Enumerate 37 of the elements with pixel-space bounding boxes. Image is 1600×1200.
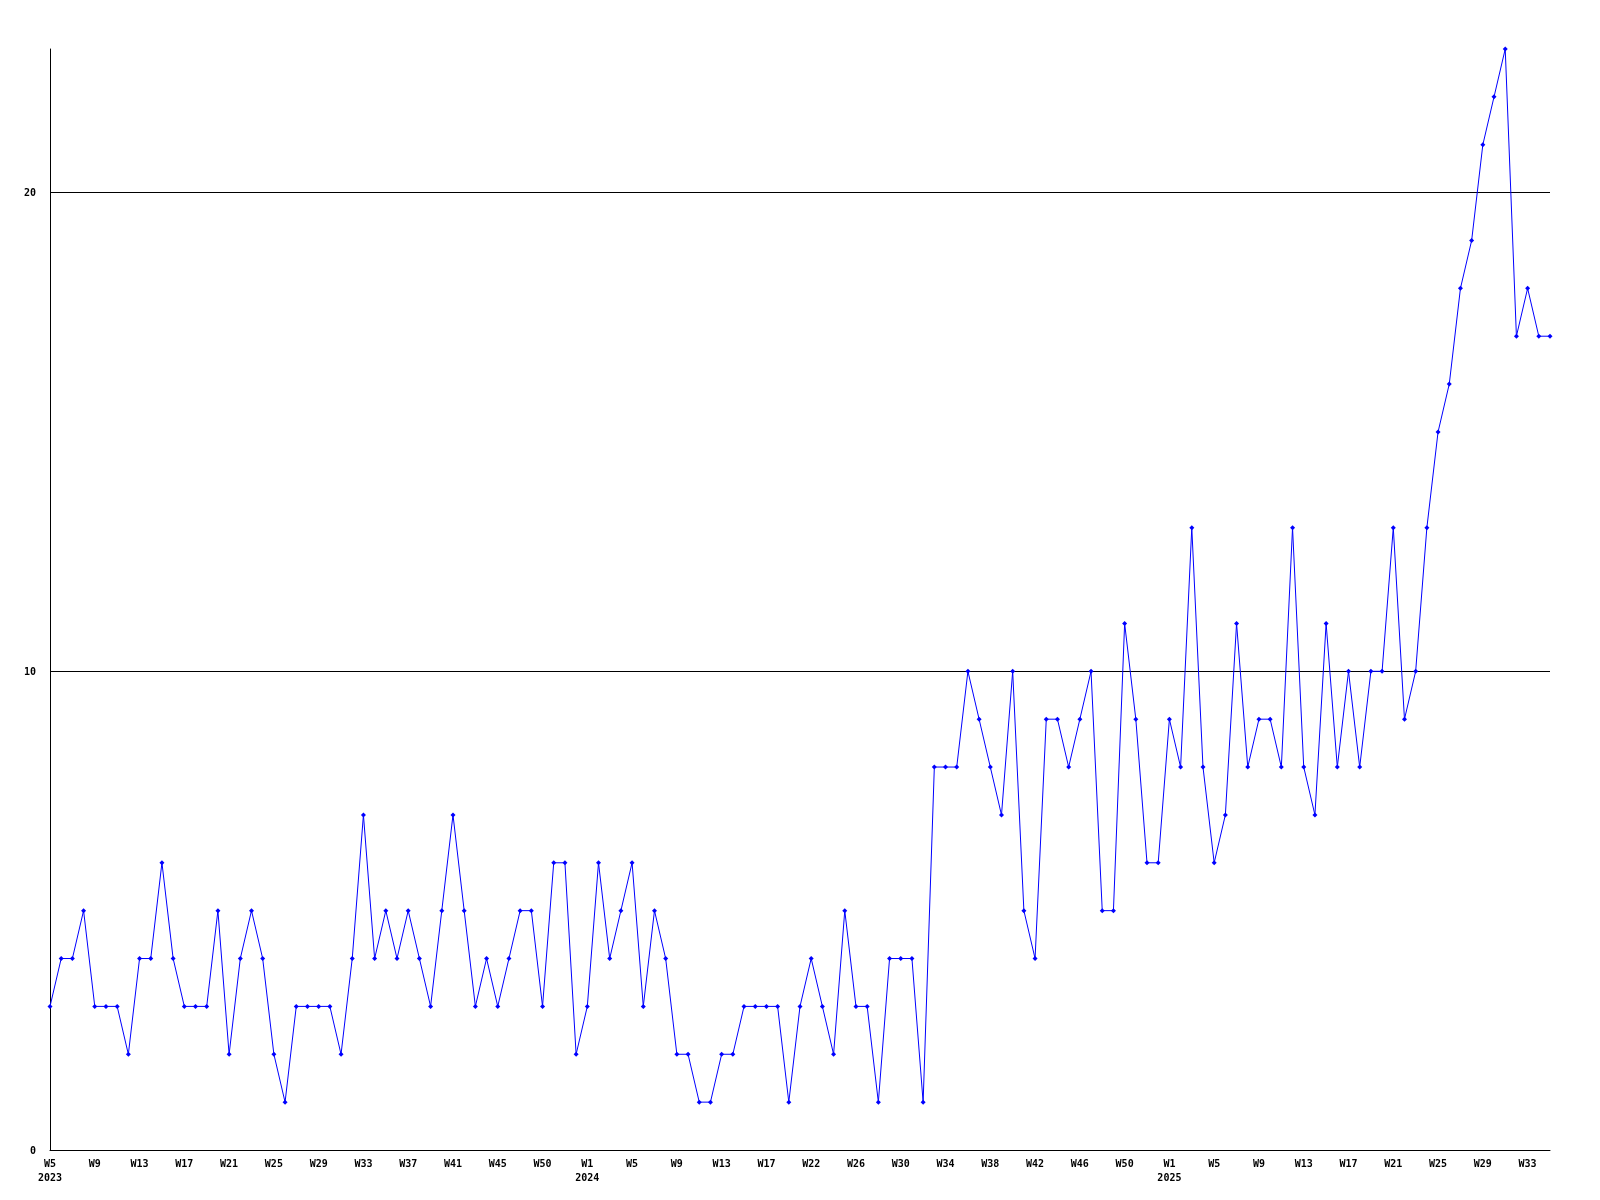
x-tick-label: W1 2024 — [575, 1157, 600, 1183]
x-tick-label: W5 — [626, 1157, 639, 1169]
x-tick-label: W17 — [175, 1157, 194, 1169]
x-tick-label: W29 — [1473, 1157, 1492, 1169]
x-tick-label: W13 — [1294, 1157, 1313, 1169]
x-tick-label: W21 — [220, 1157, 239, 1169]
x-tick-label: W21 — [1384, 1157, 1403, 1169]
x-tick-label: W5 2023 — [37, 1157, 63, 1183]
x-tick-label: W22 — [802, 1157, 821, 1169]
x-tick-label: W33 — [1518, 1157, 1537, 1169]
x-tick-label: W29 — [309, 1157, 328, 1169]
x-tick-label: W38 — [981, 1157, 1000, 1169]
x-tick-label: W1 2025 — [1157, 1157, 1182, 1183]
x-tick-label: W45 — [488, 1157, 507, 1169]
x-tick-label: W26 — [846, 1157, 865, 1169]
x-tick-label: W25 — [264, 1157, 283, 1169]
x-tick-label: W25 — [1429, 1157, 1448, 1169]
x-tick-label: W37 — [399, 1157, 418, 1169]
x-tick-label: W34 — [936, 1157, 955, 1169]
x-tick-label: W50 — [1115, 1157, 1134, 1169]
x-tick-label: W9 — [1252, 1157, 1265, 1169]
x-tick-label: W13 — [712, 1157, 731, 1169]
y-tick-label: 0 — [29, 1144, 36, 1156]
x-tick-label: W13 — [130, 1157, 149, 1169]
x-tick-label: W9 — [670, 1157, 683, 1169]
x-tick-label: W42 — [1026, 1157, 1045, 1169]
x-tick-label: W30 — [891, 1157, 910, 1169]
x-tick-label: W33 — [354, 1157, 373, 1169]
y-tick-label: 20 — [23, 187, 36, 199]
x-tick-label: W17 — [757, 1157, 776, 1169]
x-tick-label: W5 — [1208, 1157, 1221, 1169]
x-tick-label: W41 — [443, 1157, 463, 1169]
x-tick-label: W46 — [1070, 1157, 1089, 1169]
y-tick-label: 10 — [23, 665, 36, 677]
x-tick-label: W50 — [533, 1157, 552, 1169]
x-tick-label: W17 — [1339, 1157, 1358, 1169]
x-tick-label: W9 — [88, 1157, 101, 1169]
